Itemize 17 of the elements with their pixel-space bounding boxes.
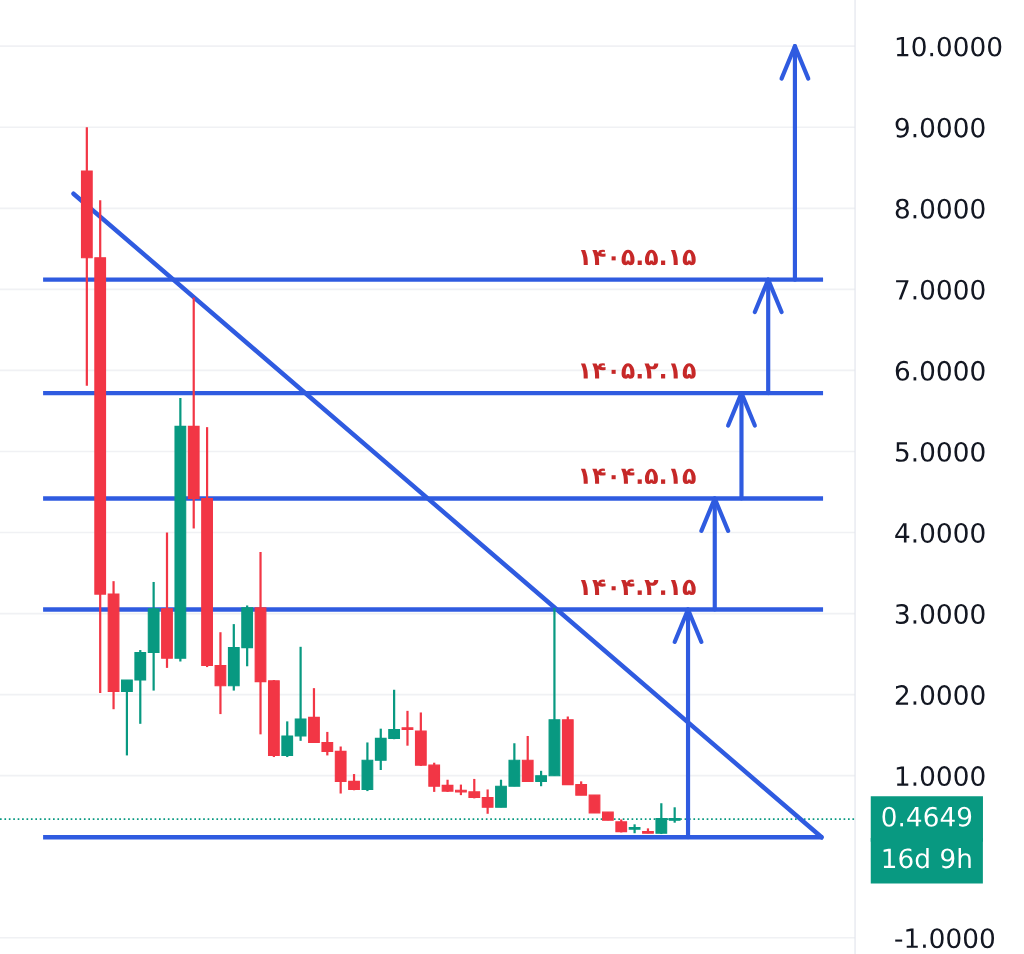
y-tick-label: -1.0000 bbox=[895, 928, 995, 949]
ref-line-label: 0.4649 bbox=[882, 806, 972, 827]
ref-line-label: ۱۴۰۵.۵.۱۵ bbox=[580, 249, 696, 266]
y-tick-label: 10.0000 bbox=[896, 36, 1002, 57]
y-tick-label: 6.0000 bbox=[895, 360, 985, 381]
y-tick-label: 3.0000 bbox=[895, 604, 985, 624]
text: 16d 9h bbox=[883, 847, 971, 869]
y-tick-label: 4.0000 bbox=[895, 522, 985, 543]
y-tick-label: 7.0000 bbox=[896, 279, 985, 300]
ref-line-label: ۱۴۰۴.۲.۱۵ bbox=[580, 579, 696, 596]
y-tick-label: 8.0000 bbox=[895, 198, 985, 219]
y-tick-label: 5.0000 bbox=[895, 441, 985, 462]
ref-line-label: ۱۴۰۴.۵.۱۵ bbox=[580, 468, 696, 485]
y-tick-label: 9.0000 bbox=[895, 117, 985, 138]
y-tick-label: 1.0000 bbox=[896, 766, 985, 787]
y-tick-label: 2.0000 bbox=[895, 685, 985, 706]
ref-line-label: ۱۴۰۵.۲.۱۵ bbox=[580, 363, 696, 379]
